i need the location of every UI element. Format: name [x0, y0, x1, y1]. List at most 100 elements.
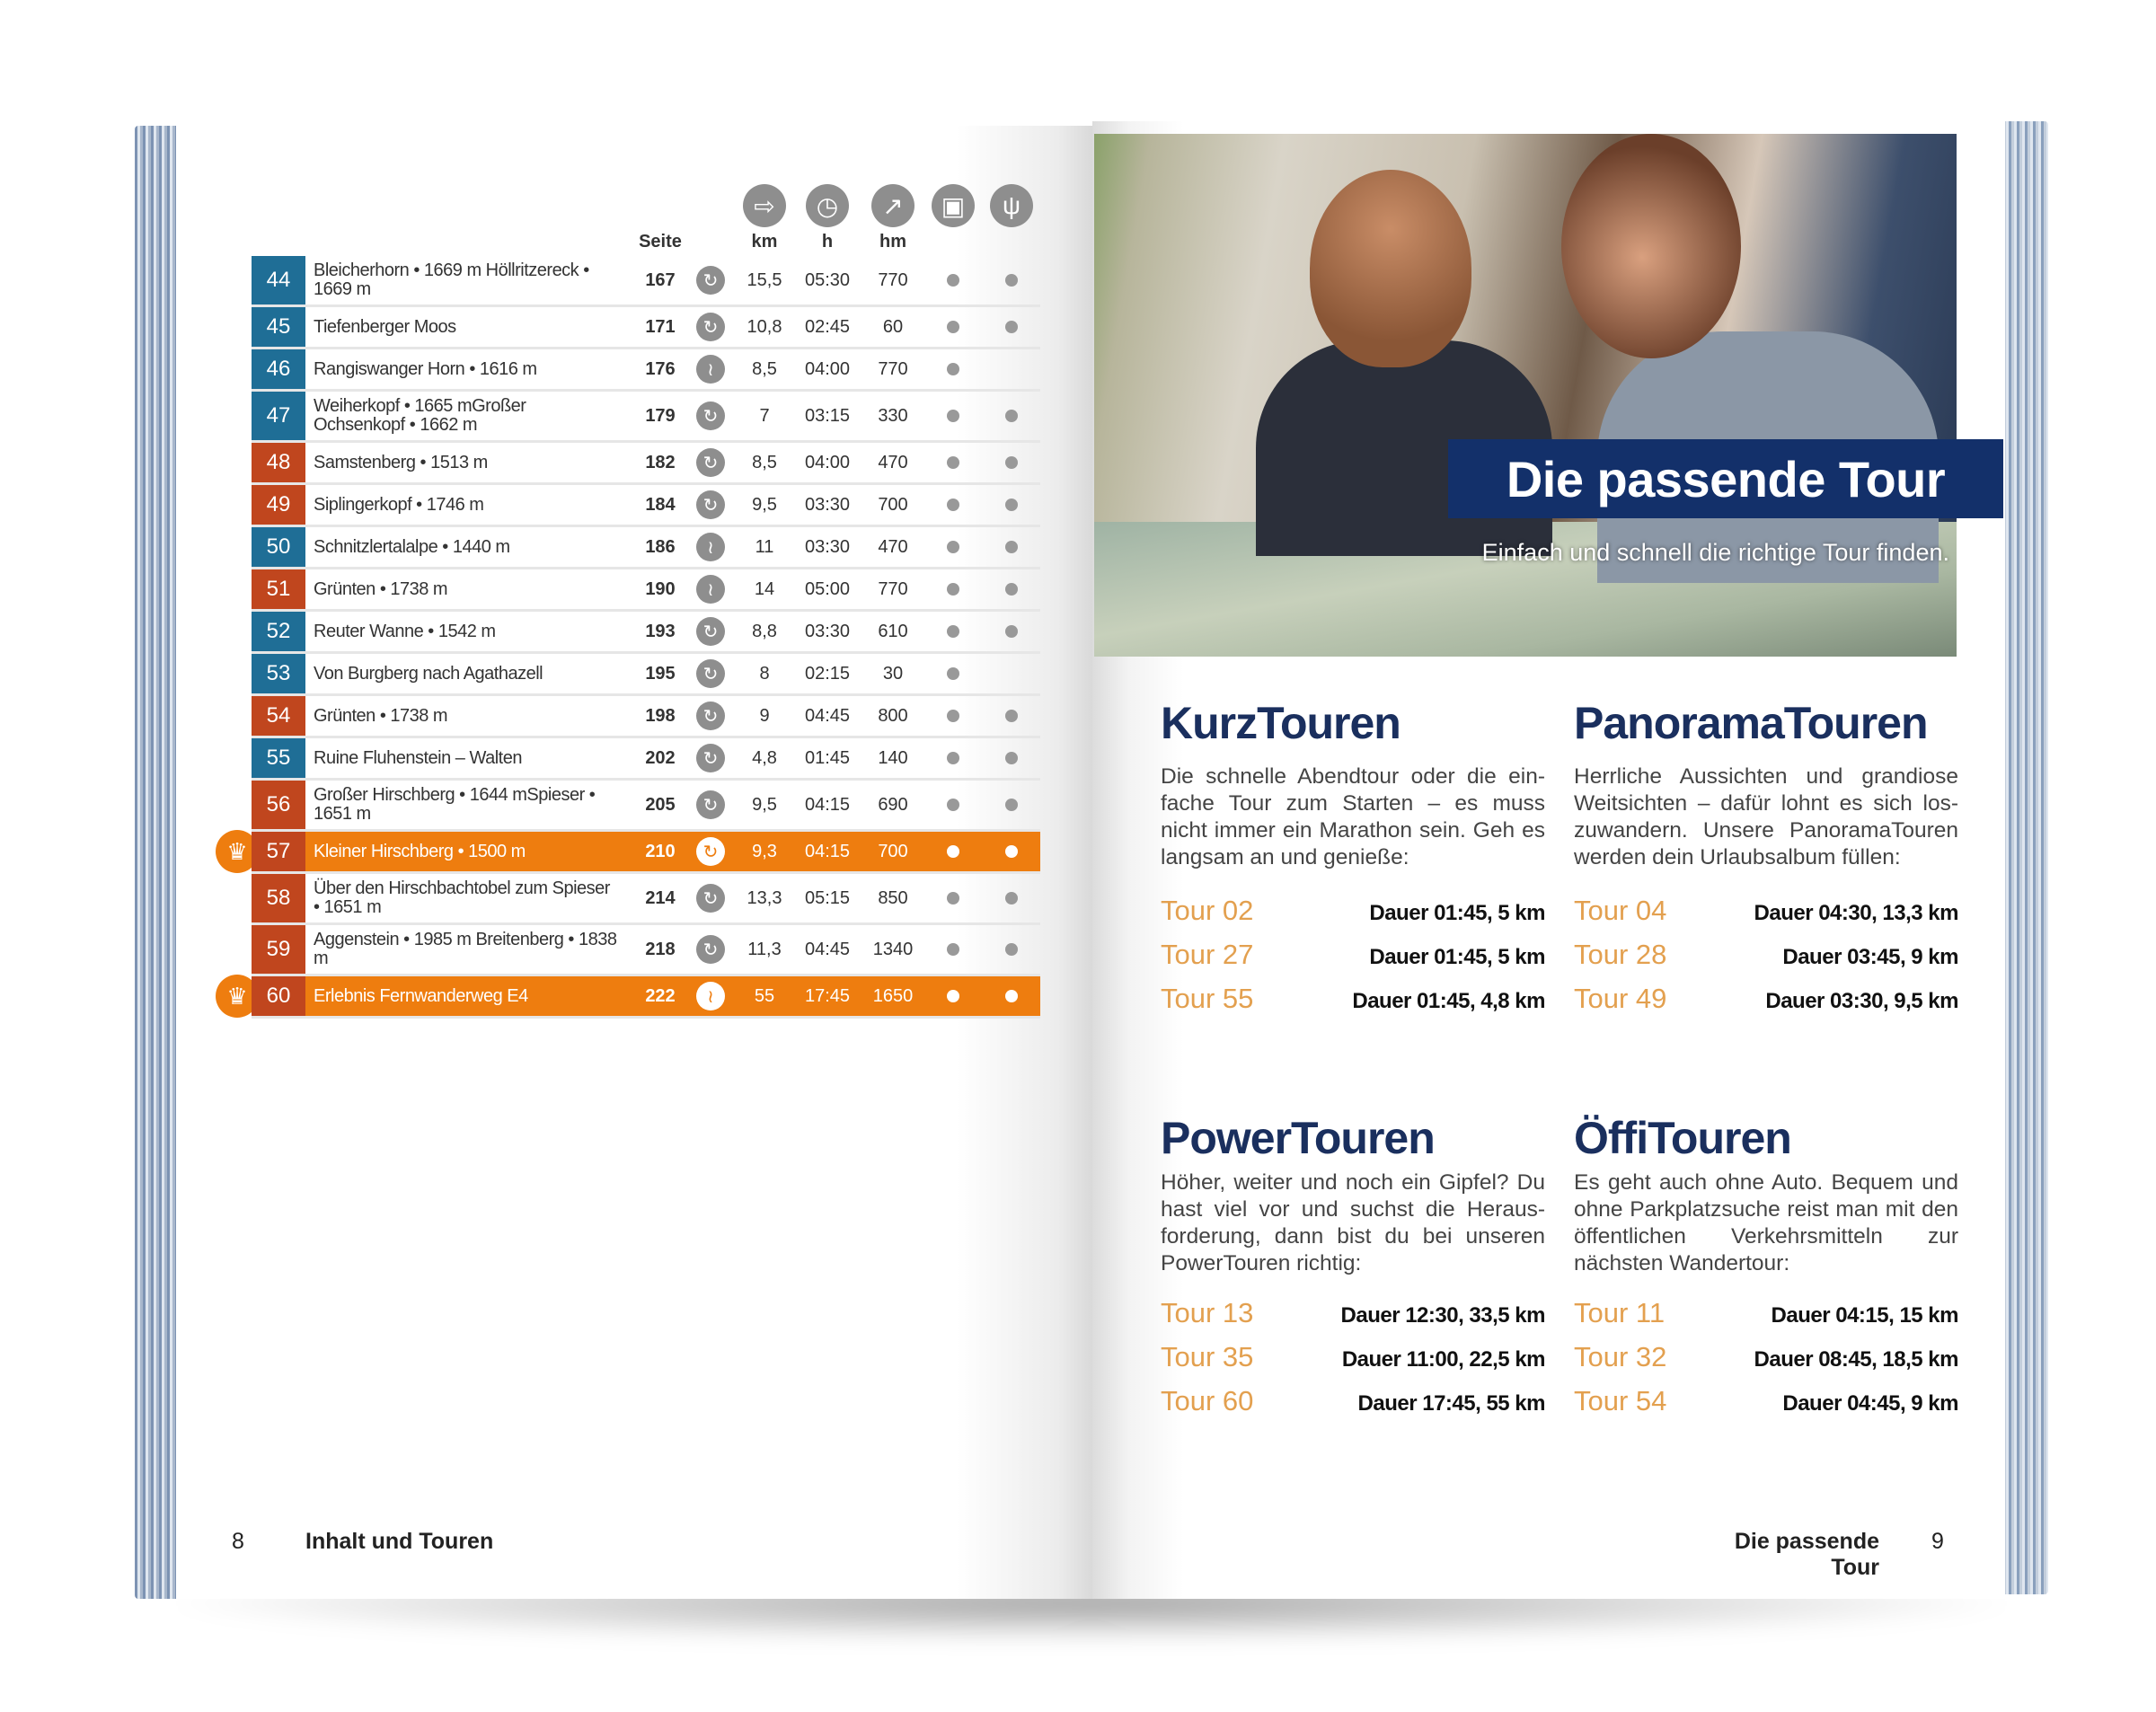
distance: 9: [759, 705, 770, 726]
food-available-dot: [1005, 710, 1018, 722]
tour-number: 56: [252, 781, 305, 829]
loop-route-icon: ↻: [696, 402, 725, 430]
table-row[interactable]: 46 Rangiswanger Horn • 1616 m 176 ≀ 8,5 04:00…: [252, 349, 1040, 392]
distance: 11,3: [747, 939, 782, 959]
section-text: Die schnelle Abendtour oder die ein­fach…: [1161, 764, 1545, 869]
signpost-icon: ⇨: [743, 184, 786, 227]
table-row[interactable]: 56 Großer Hirschberg • 1644 mSpieser • 16…: [252, 781, 1040, 832]
table-row[interactable]: 48 Samstenberg • 1513 m 182 ↻ 8,5 04:00 470: [252, 443, 1040, 485]
tour-number[interactable]: Tour 27: [1161, 939, 1254, 970]
tour-info: Dauer 01:45, 5 km: [1369, 901, 1545, 925]
duration: 04:45: [804, 705, 851, 726]
tour-link[interactable]: Tour 54 Dauer 04:45, 9 km: [1574, 1385, 1958, 1429]
tour-number[interactable]: Tour 04: [1574, 895, 1667, 926]
tour-number: 49: [252, 485, 305, 525]
distance: 15,5: [747, 269, 782, 290]
tour-number[interactable]: Tour 02: [1161, 895, 1254, 926]
tour-number: 52: [252, 612, 305, 651]
bus-available-dot: [947, 799, 959, 811]
table-row[interactable]: 50 Schnitzlertalalpe • 1440 m 186 ≀ 11 03:30 4…: [252, 527, 1040, 569]
tour-link[interactable]: Tour 60 Dauer 17:45, 55 km: [1161, 1385, 1546, 1429]
hikers-photo: [1094, 134, 1957, 657]
page-ref: 202: [645, 747, 676, 768]
distance: 8: [759, 663, 770, 684]
table-row[interactable]: 44 Bleicherhorn • 1669 m Höllritzereck • …: [252, 256, 1040, 307]
tour-number[interactable]: Tour 32: [1574, 1341, 1667, 1372]
table-row[interactable]: 58 Über den Hirschbachtobel zum Spieser •…: [252, 874, 1040, 925]
loop-route-icon: ↻: [696, 790, 725, 819]
one-way-route-icon: ≀: [696, 575, 725, 604]
tour-link[interactable]: Tour 13 Dauer 12:30, 33,5 km: [1161, 1297, 1546, 1341]
ascent: 770: [878, 269, 908, 290]
tour-number[interactable]: Tour 60: [1161, 1385, 1254, 1416]
footer-title-left: Inhalt und Touren: [305, 1529, 494, 1554]
tour-link[interactable]: Tour 04 Dauer 04:30, 13,3 km: [1574, 895, 1959, 939]
table-row[interactable]: 47 Weiherkopf • 1665 mGroßer Ochsenkopf •…: [252, 392, 1040, 443]
banner-title: Die passende Tour: [1448, 439, 2003, 518]
loop-route-icon: ↻: [696, 490, 725, 519]
tour-link[interactable]: Tour 11 Dauer 04:15, 15 km: [1574, 1297, 1959, 1341]
table-row[interactable]: 59 Aggenstein • 1985 m Breitenberg • 1838…: [252, 925, 1040, 976]
page-ref: 205: [645, 794, 676, 815]
table-row[interactable]: 54 Grünten • 1738 m 198 ↻ 9 04:45 800: [252, 696, 1040, 738]
duration: 03:30: [804, 536, 851, 557]
tour-number: 47: [252, 392, 305, 440]
ascent: 850: [878, 887, 908, 908]
section-kurztouren: KurzTouren Die schnelle Abendtour oder d…: [1161, 697, 1545, 1027]
tour-link[interactable]: Tour 55 Dauer 01:45, 4,8 km: [1161, 983, 1545, 1027]
tour-link[interactable]: Tour 02 Dauer 01:45, 5 km: [1161, 895, 1545, 939]
tour-link[interactable]: Tour 27 Dauer 01:45, 5 km: [1161, 939, 1545, 983]
hiker-woman-head: [1561, 134, 1741, 358]
distance: 9,3: [752, 841, 777, 861]
tour-name: Siplingerkopf • 1746 m: [314, 494, 484, 515]
tour-info: Dauer 03:30, 9,5 km: [1765, 989, 1958, 1013]
tour-info: Dauer 08:45, 18,5 km: [1754, 1347, 1959, 1372]
page-ref: 210: [645, 841, 676, 861]
tour-number[interactable]: Tour 55: [1161, 983, 1254, 1014]
food-available-dot: [1005, 583, 1018, 596]
table-row[interactable]: ♛ 57 Kleiner Hirschberg • 1500 m 210 ↻ 9,3 04:…: [216, 830, 1040, 874]
tour-number[interactable]: Tour 11: [1574, 1297, 1666, 1328]
distance: 8,5: [752, 452, 777, 472]
duration: 03:30: [804, 621, 851, 641]
table-row[interactable]: ♛ 60 Erlebnis Fernwanderweg E4 222 ≀ 55 17:45 1…: [216, 975, 1040, 1019]
table-row[interactable]: 51 Grünten • 1738 m 190 ≀ 14 05:00 770: [252, 569, 1040, 612]
food-available-dot: [1005, 456, 1018, 469]
distance: 10,8: [747, 316, 782, 337]
tour-name: Über den Hirschbachtobel zum Spieser • 1…: [314, 878, 610, 917]
loop-route-icon: ↻: [696, 935, 725, 964]
section-panoramatouren: PanoramaTouren Herrliche Aussichten und …: [1574, 697, 1959, 1027]
tour-number: 60: [252, 976, 305, 1016]
food-available-dot: [1005, 845, 1018, 858]
table-row[interactable]: 52 Reuter Wanne • 1542 m 193 ↻ 8,8 03:30 610: [252, 612, 1040, 654]
duration: 05:00: [804, 578, 851, 599]
table-row[interactable]: 55 Ruine Fluhenstein – Walten 202 ↻ 4,8 01:45…: [252, 738, 1040, 781]
tour-link[interactable]: Tour 32 Dauer 08:45, 18,5 km: [1574, 1341, 1959, 1385]
ascent: 140: [878, 747, 908, 768]
tour-number[interactable]: Tour 54: [1574, 1385, 1667, 1416]
tour-info: Dauer 11:00, 22,5 km: [1341, 1347, 1546, 1372]
page-ref: 214: [645, 887, 676, 908]
tour-link[interactable]: Tour 35 Dauer 11:00, 22,5 km: [1161, 1341, 1546, 1385]
distance: 9,5: [752, 494, 777, 515]
tour-link[interactable]: Tour 28 Dauer 03:45, 9 km: [1574, 939, 1958, 983]
tour-number[interactable]: Tour 13: [1161, 1297, 1254, 1328]
page-ref: 179: [645, 405, 676, 426]
tour-number[interactable]: Tour 49: [1574, 983, 1667, 1014]
duration: 03:15: [804, 405, 851, 426]
tour-number: 44: [252, 256, 305, 304]
table-row[interactable]: 45 Tiefenberger Moos 171 ↻ 10,8 02:45 60: [252, 307, 1040, 349]
ascent: 700: [878, 841, 908, 861]
bus-available-dot: [947, 752, 959, 764]
fork-knife-icon: ψ: [990, 184, 1033, 227]
table-row[interactable]: 49 Siplingerkopf • 1746 m 184 ↻ 9,5 03:30 700: [252, 485, 1040, 527]
page-ref: 193: [645, 621, 676, 641]
food-available-dot: [1005, 752, 1018, 764]
tour-link[interactable]: Tour 49 Dauer 03:30, 9,5 km: [1574, 983, 1958, 1027]
tour-number: 50: [252, 527, 305, 567]
food-available-dot: [1005, 990, 1018, 1002]
table-row[interactable]: 53 Von Burgberg nach Agathazell 195 ↻ 8 02:15…: [252, 654, 1040, 696]
tour-number[interactable]: Tour 35: [1161, 1341, 1254, 1372]
duration: 02:45: [804, 316, 851, 337]
tour-number[interactable]: Tour 28: [1574, 939, 1667, 970]
